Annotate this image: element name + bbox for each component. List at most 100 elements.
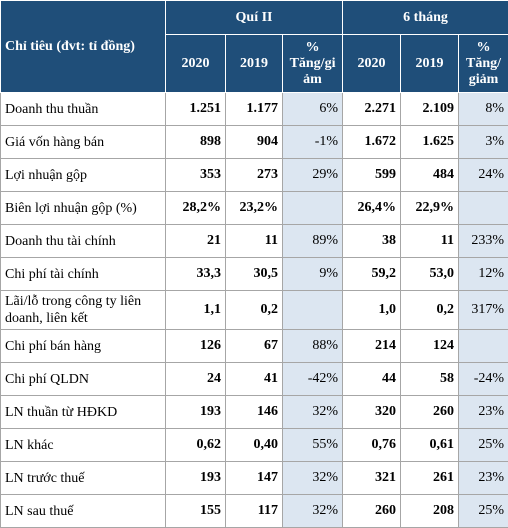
column-header: % Tăng/giảm [459,35,508,93]
cell: 24% [459,159,508,192]
cell: 12% [459,258,508,291]
cell: 32% [283,495,343,528]
row-label: Chi phí QLDN [1,363,166,396]
row-label: Doanh thu thuần [1,93,166,126]
cell: 317% [459,291,508,330]
cell: 21 [166,225,226,258]
column-header: % Tăng/giảm [283,35,343,93]
column-header: 2020 [166,35,226,93]
row-label: Chi phí tài chính [1,258,166,291]
cell: 1.672 [343,126,401,159]
cell: 26,4% [343,192,401,225]
row-label: Biên lợi nhuận gộp (%) [1,192,166,225]
column-header: 2020 [343,35,401,93]
row-label: LN trước thuế [1,462,166,495]
cell: 1,0 [343,291,401,330]
cell: 261 [401,462,459,495]
cell: 214 [343,330,401,363]
cell [459,192,508,225]
row-label: Lãi/lỗ trong công ty liên doanh, liên kế… [1,291,166,330]
row-label: Chi phí bán hàng [1,330,166,363]
cell: 599 [343,159,401,192]
cell: 6% [283,93,343,126]
row-label: Giá vốn hàng bán [1,126,166,159]
row-label: LN thuần từ HĐKD [1,396,166,429]
cell: 146 [226,396,283,429]
cell: 58 [401,363,459,396]
cell: 28,2% [166,192,226,225]
column-header: 2019 [401,35,459,93]
row-label: LN khác [1,429,166,462]
cell: 29% [283,159,343,192]
cell: 124 [401,330,459,363]
header-label: Chỉ tiêu (đvt: tỉ đồng) [1,1,166,93]
cell: 33,3 [166,258,226,291]
cell: 1.177 [226,93,283,126]
cell: 260 [401,396,459,429]
cell: 23% [459,462,508,495]
cell: 321 [343,462,401,495]
cell: 1.625 [401,126,459,159]
cell: 0,2 [401,291,459,330]
cell: 193 [166,462,226,495]
cell: 1.251 [166,93,226,126]
cell: 1,1 [166,291,226,330]
cell: 117 [226,495,283,528]
cell: -42% [283,363,343,396]
cell: 147 [226,462,283,495]
cell: 11 [401,225,459,258]
cell: -24% [459,363,508,396]
cell: 11 [226,225,283,258]
cell: 0,40 [226,429,283,462]
cell: 260 [343,495,401,528]
cell: 353 [166,159,226,192]
cell: 22,9% [401,192,459,225]
cell: 484 [401,159,459,192]
cell [283,192,343,225]
cell: 23,2% [226,192,283,225]
cell: 25% [459,495,508,528]
cell: 41 [226,363,283,396]
cell: 44 [343,363,401,396]
cell: 2.271 [343,93,401,126]
cell: 155 [166,495,226,528]
cell: -1% [283,126,343,159]
cell: 904 [226,126,283,159]
cell: 32% [283,462,343,495]
cell: 8% [459,93,508,126]
row-label: Doanh thu tài chính [1,225,166,258]
cell: 23% [459,396,508,429]
cell: 67 [226,330,283,363]
cell: 320 [343,396,401,429]
cell: 9% [283,258,343,291]
row-label: Lợi nhuận gộp [1,159,166,192]
row-label: LN sau thuế [1,495,166,528]
cell: 208 [401,495,459,528]
cell: 3% [459,126,508,159]
cell: 233% [459,225,508,258]
cell [459,330,508,363]
cell: 898 [166,126,226,159]
cell: 53,0 [401,258,459,291]
cell: 38 [343,225,401,258]
cell: 24 [166,363,226,396]
cell: 88% [283,330,343,363]
group-header: Quí II [166,1,343,35]
cell: 0,76 [343,429,401,462]
cell: 193 [166,396,226,429]
cell: 89% [283,225,343,258]
cell: 55% [283,429,343,462]
cell: 0,62 [166,429,226,462]
cell: 0,61 [401,429,459,462]
